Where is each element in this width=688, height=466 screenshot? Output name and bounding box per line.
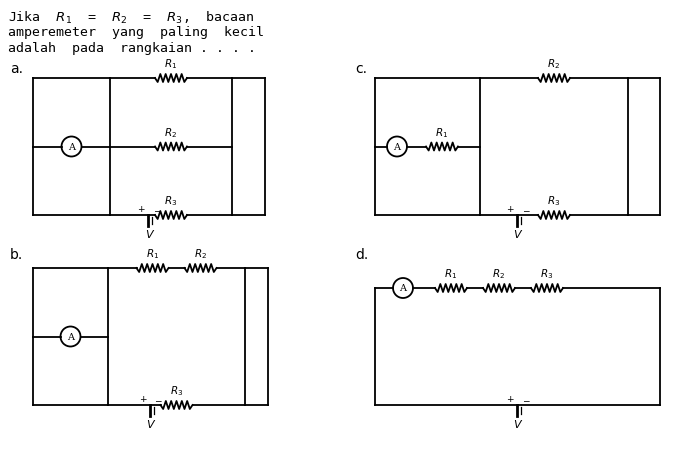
Text: adalah  pada  rangkaian . . . .: adalah pada rangkaian . . . . [8,42,256,55]
Text: +: + [506,205,513,214]
Text: A: A [68,143,75,151]
Text: +: + [506,395,513,404]
Text: a.: a. [10,62,23,76]
Text: $-$: $-$ [155,395,163,404]
Text: $R_3$: $R_3$ [548,194,561,208]
Text: $R_3$: $R_3$ [164,194,178,208]
Text: $R_3$: $R_3$ [540,267,554,281]
Text: c.: c. [355,62,367,76]
Text: $R_2$: $R_2$ [194,247,207,261]
Text: Jika  $R_1$  =  $R_2$  =  $R_3$,  bacaan: Jika $R_1$ = $R_2$ = $R_3$, bacaan [8,10,255,26]
Text: $R_2$: $R_2$ [493,267,506,281]
Text: +: + [138,205,145,214]
Text: +: + [139,395,147,404]
Text: A: A [400,284,407,293]
Text: $-$: $-$ [522,205,530,214]
Text: d.: d. [355,248,368,262]
Text: b.: b. [10,248,23,262]
Text: $-$: $-$ [522,395,530,404]
Text: A: A [67,333,74,342]
Text: amperemeter  yang  paling  kecil: amperemeter yang paling kecil [8,26,264,39]
Text: $R_1$: $R_1$ [146,247,159,261]
Text: $V$: $V$ [513,228,524,240]
Text: $R_1$: $R_1$ [436,126,449,139]
Text: $-$: $-$ [153,205,162,214]
Text: $R_1$: $R_1$ [164,57,178,71]
Text: $V$: $V$ [147,418,157,430]
Text: $V$: $V$ [145,228,155,240]
Text: $R_2$: $R_2$ [164,126,178,139]
Text: A: A [394,143,400,151]
Text: $R_1$: $R_1$ [444,267,458,281]
Text: $V$: $V$ [513,418,524,430]
Text: $R_2$: $R_2$ [548,57,561,71]
Text: $R_3$: $R_3$ [170,384,183,398]
